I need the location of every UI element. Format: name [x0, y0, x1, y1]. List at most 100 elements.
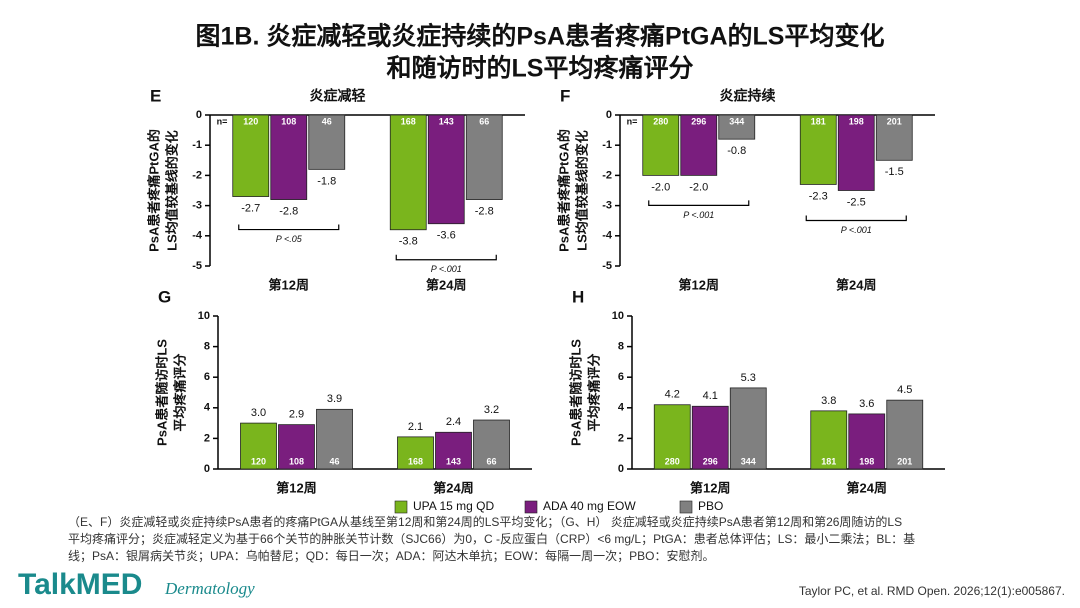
n-value: 198: [859, 456, 874, 466]
y-tick-label: -5: [602, 260, 612, 272]
value-label: 5.3: [741, 372, 756, 384]
y-tick-label: -4: [602, 230, 613, 242]
n-value: 120: [251, 456, 266, 466]
n-value: 280: [665, 456, 680, 466]
y-tick-label: -1: [192, 139, 202, 151]
bar: [308, 114, 346, 170]
value-label: -2.8: [475, 205, 494, 217]
p-bracket: [648, 200, 750, 206]
value-label: 4.2: [665, 389, 680, 401]
value-label: -2.0: [651, 181, 670, 193]
n-value: 143: [446, 456, 461, 466]
bar: [837, 114, 875, 191]
n-value: 198: [849, 116, 864, 126]
bar: [316, 408, 353, 470]
value-label: 3.8: [821, 395, 836, 407]
logo-sub: Dermatology: [164, 579, 255, 598]
value-label: 3.0: [251, 407, 266, 419]
y-axis-label: PsA患者随访时LS: [154, 339, 169, 446]
n-value: 344: [729, 116, 744, 126]
n-value: 296: [691, 116, 706, 126]
bar: [642, 114, 680, 176]
n-value: 296: [703, 456, 718, 466]
p-value: P <.001: [841, 225, 872, 235]
bar: [718, 114, 756, 140]
n-value: 201: [897, 456, 912, 466]
title-line: 和随访时的LS平均疼痛评分: [387, 54, 694, 83]
bar: [729, 387, 767, 470]
bar: [875, 114, 913, 161]
y-tick-label: -2: [602, 169, 612, 181]
y-tick-label: 2: [204, 432, 210, 444]
y-axis-label: LS均值较基线的变化: [574, 130, 589, 251]
y-tick-label: 0: [196, 109, 202, 121]
x-tick-label: 第12周: [690, 480, 730, 495]
x-tick-label: 第24周: [433, 480, 473, 495]
x-tick-label: 第12周: [276, 480, 316, 495]
citation: Taylor PC, et al. RMD Open. 2026;12(1):e…: [799, 584, 1065, 598]
footnote-line: 平均疼痛评分；炎症减轻定义为基于66个关节的肿胀关节计数（SJC66）为0，C …: [68, 531, 915, 546]
panel-label: F: [560, 86, 570, 105]
y-axis-label: 平均疼痛评分: [172, 353, 187, 431]
y-tick-label: 4: [204, 402, 211, 414]
value-label: -2.8: [279, 205, 298, 217]
x-tick-label: 第12周: [679, 277, 719, 292]
value-label: 2.1: [408, 421, 423, 433]
legend-label: ADA 40 mg EOW: [543, 499, 636, 513]
n-value: 66: [486, 456, 496, 466]
bar: [886, 399, 924, 470]
y-tick-label: 0: [204, 463, 210, 475]
bar: [473, 419, 510, 470]
y-axis-label: PsA患者疼痛PtGA的: [146, 129, 161, 252]
p-bracket: [805, 215, 907, 222]
bar: [435, 431, 472, 470]
y-tick-label: -4: [192, 230, 203, 242]
footnote-line: （E、F）炎症减轻或炎症持续PsA患者的疼痛PtGA从基线至第12周和第24周的…: [68, 514, 902, 529]
logo-brand: TalkMED: [18, 568, 142, 601]
y-tick-label: 10: [612, 310, 624, 322]
value-label: 4.1: [703, 390, 718, 402]
n-value: 143: [439, 116, 454, 126]
y-tick-label: 4: [618, 402, 625, 414]
value-label: -2.0: [689, 181, 708, 193]
legend-label: PBO: [698, 499, 723, 513]
y-tick-label: 6: [204, 371, 210, 383]
value-label: 4.5: [897, 384, 912, 396]
y-tick-label: 8: [618, 341, 624, 353]
bar: [232, 114, 270, 197]
bar: [810, 410, 848, 470]
x-tick-label: 第12周: [269, 277, 309, 292]
n-value: 168: [401, 116, 416, 126]
bar: [270, 114, 308, 200]
y-tick-label: 0: [606, 109, 612, 121]
panel-title: 炎症减轻: [310, 88, 366, 104]
bar: [465, 114, 503, 200]
n-value: 108: [289, 456, 304, 466]
bar: [278, 424, 315, 470]
n-value: 181: [811, 116, 826, 126]
y-tick-label: -5: [192, 260, 202, 272]
value-label: -1.5: [885, 166, 904, 178]
p-bracket: [238, 224, 340, 231]
value-label: 2.9: [289, 409, 304, 421]
y-axis-label: 平均疼痛评分: [586, 353, 601, 431]
title-line: 图1B. 炎症减轻或炎症持续的PsA患者疼痛PtGA的LS平均变化: [196, 22, 885, 51]
value-label: -3.8: [399, 236, 418, 248]
n-label: n=: [627, 116, 638, 126]
value-label: -0.8: [727, 145, 746, 157]
n-value: 344: [741, 456, 756, 466]
y-axis-label: PsA患者疼痛PtGA的: [556, 129, 571, 252]
n-value: 168: [408, 456, 423, 466]
bar: [389, 114, 427, 231]
y-tick-label: -2: [192, 169, 202, 181]
y-tick-label: 0: [618, 463, 624, 475]
p-value: P <.001: [683, 210, 714, 220]
y-tick-label: -3: [602, 200, 612, 212]
y-tick-label: 2: [618, 432, 624, 444]
value-label: -2.3: [809, 190, 828, 202]
n-value: 280: [653, 116, 668, 126]
bar: [240, 422, 277, 470]
y-tick-label: -1: [602, 139, 612, 151]
n-value: 108: [281, 116, 296, 126]
